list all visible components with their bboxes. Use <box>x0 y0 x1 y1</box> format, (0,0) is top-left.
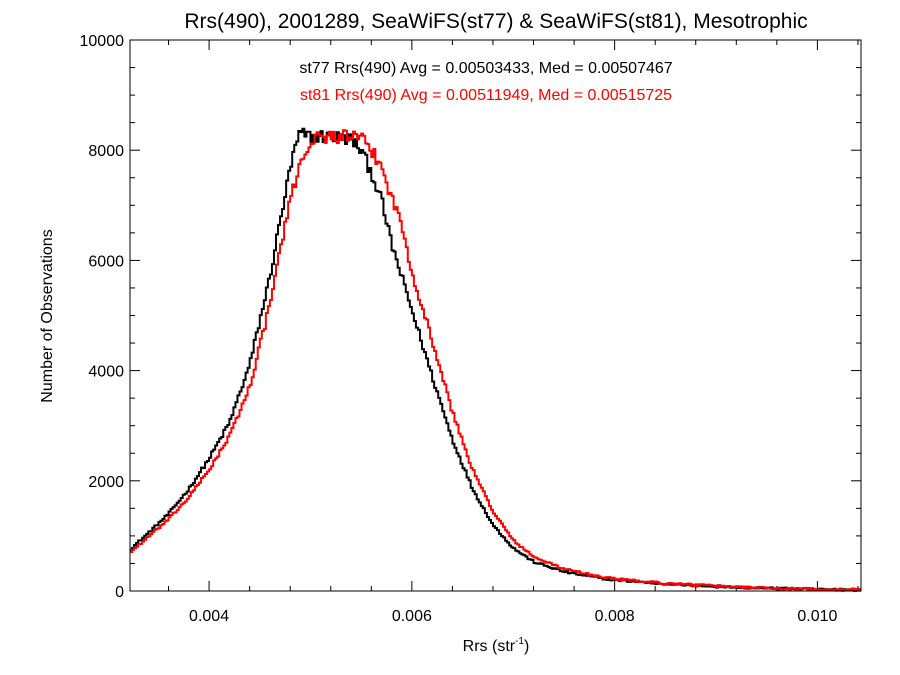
x-axis-label-main: Rrs (str <box>463 638 516 655</box>
x-tick-label: 0.010 <box>797 608 837 625</box>
series-lines <box>130 127 861 592</box>
y-tick-label: 2000 <box>88 474 124 491</box>
annotation-st77: st77 Rrs(490) Avg = 0.00503433, Med = 0.… <box>299 60 672 77</box>
axis-ticks <box>130 39 861 592</box>
y-tick-label: 4000 <box>88 364 124 381</box>
plot-frame <box>129 39 862 592</box>
x-tick-label: 0.006 <box>392 608 432 625</box>
series-line-st81 <box>130 129 861 592</box>
y-tick-label: 6000 <box>88 253 124 270</box>
annotation-st81: st81 Rrs(490) Avg = 0.00511949, Med = 0.… <box>300 87 672 104</box>
series-line-st77 <box>130 127 861 592</box>
x-axis-label-close: ) <box>524 638 529 655</box>
y-axis-label: Number of Observations <box>39 229 56 402</box>
x-tick-label: 0.004 <box>189 608 229 625</box>
y-tick-label: 0 <box>115 584 124 601</box>
x-axis-label-superscript: -1 <box>515 636 524 647</box>
chart-title: Rrs(490), 2001289, SeaWiFS(st77) & SeaWi… <box>184 10 807 33</box>
y-tick-label: 10000 <box>80 33 125 50</box>
y-tick-labels: 0 2000 4000 6000 8000 10000 <box>80 33 125 601</box>
x-tick-labels: 0.004 0.006 0.008 0.010 <box>189 608 837 625</box>
x-tick-label: 0.008 <box>595 608 635 625</box>
x-axis-label: Rrs (str-1) <box>463 636 530 655</box>
y-tick-label: 8000 <box>88 143 124 160</box>
